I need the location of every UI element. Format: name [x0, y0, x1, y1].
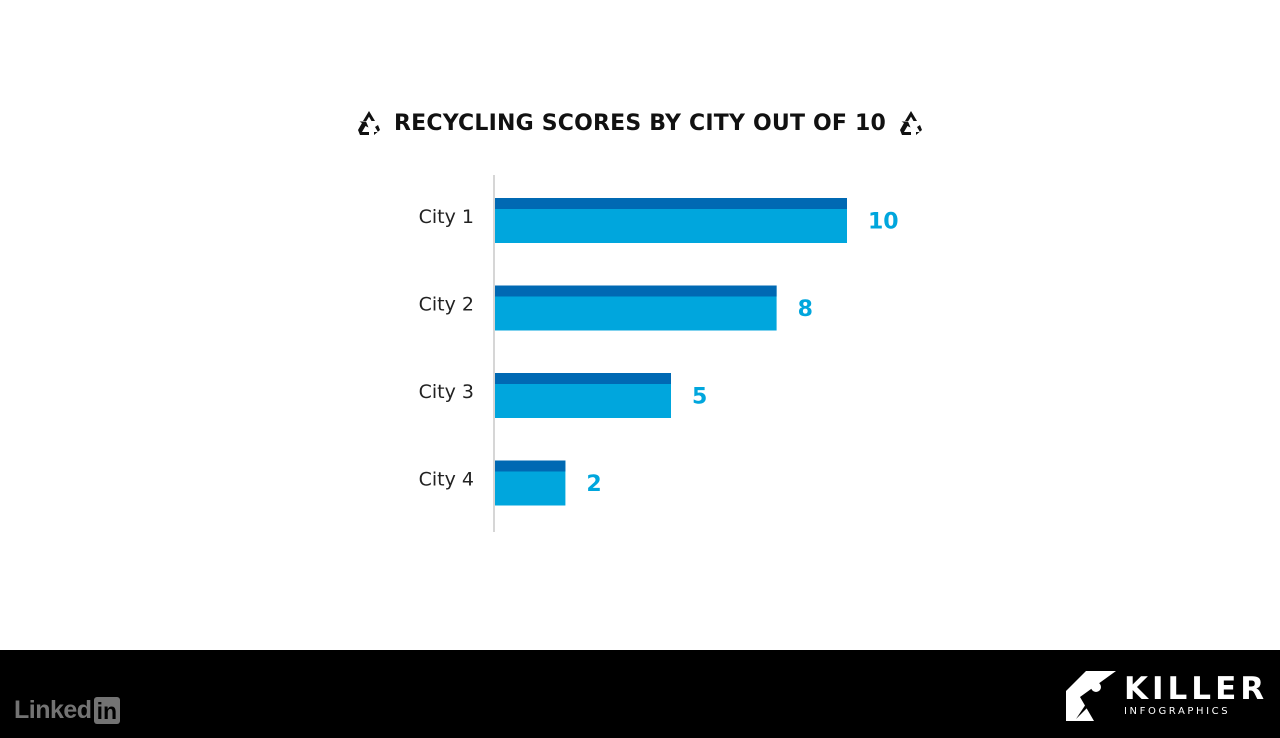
bar-top-stripe	[495, 373, 671, 384]
bar-top-stripe	[495, 285, 777, 297]
bar-top-stripe	[495, 460, 566, 472]
linkedin-box: in	[93, 696, 121, 724]
bar-top-stripe	[495, 198, 847, 209]
killer-infographics-logo: KILLER INFOGRAPHICS	[1066, 670, 1268, 722]
recycle-icon	[900, 111, 923, 135]
value-label: 10	[868, 210, 899, 235]
linkedin-text: Linked	[14, 695, 92, 724]
category-label: City 4	[419, 469, 474, 491]
chart-title: RECYCLING SCORES BY CITY OUT OF 10	[393, 110, 887, 136]
category-label: City 3	[419, 381, 474, 403]
category-label: City 2	[419, 294, 474, 316]
value-label: 8	[798, 297, 813, 322]
recycle-icon	[357, 111, 380, 135]
category-label: City 1	[419, 206, 474, 228]
bar-chart: City 1 10 City 2 8 City 3 5 City 4 2	[419, 175, 899, 532]
killer-logo-mark-icon	[1066, 671, 1116, 721]
brand-sub: INFOGRAPHICS	[1124, 706, 1231, 717]
brand-main: KILLER	[1124, 671, 1269, 707]
value-label: 5	[692, 385, 707, 410]
chart-header: RECYCLING SCORES BY CITY OUT OF 10	[0, 103, 1280, 143]
value-label: 2	[586, 472, 601, 497]
linkedin-watermark: Linked in	[14, 694, 121, 726]
